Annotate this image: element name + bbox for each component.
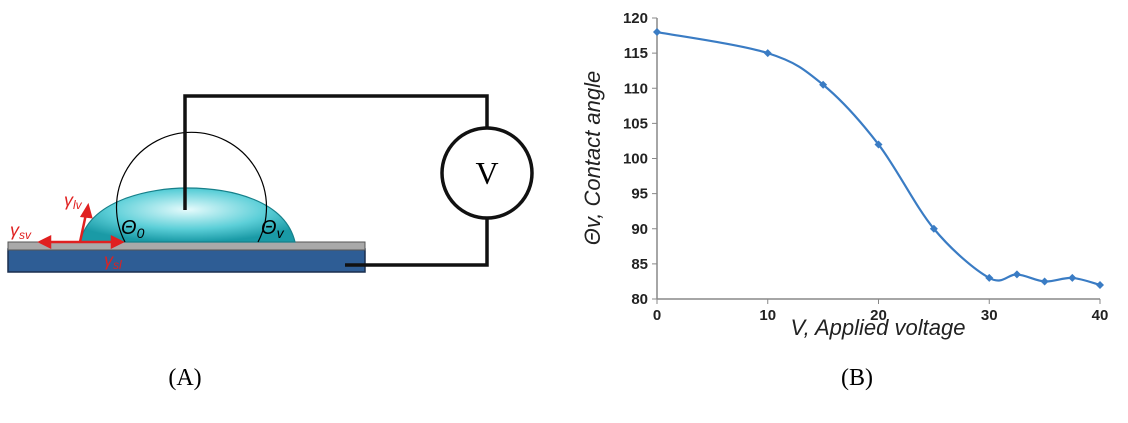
symbol: Θ	[261, 217, 277, 239]
x-tick-label: 30	[981, 307, 998, 324]
point	[763, 49, 772, 58]
x-tick-label: 10	[759, 307, 776, 324]
x-tick-label: 20	[870, 307, 887, 324]
x-tick-label: 40	[1092, 307, 1109, 324]
point	[653, 28, 661, 37]
voltmeter	[440, 126, 534, 220]
point	[985, 273, 994, 282]
y-tick-label: 95	[631, 186, 648, 203]
y-tick-label: 85	[631, 256, 648, 273]
gamma-sl: γsl	[104, 250, 122, 272]
thetav: Θv	[261, 217, 285, 241]
theta0: Θ0	[121, 217, 145, 241]
diagram: V Θ0 Θv γlv γsv γsl	[7, 94, 534, 273]
symbol: γ	[10, 220, 20, 240]
y-tick-label: 120	[623, 10, 648, 27]
gamma-lv: γlv	[64, 190, 83, 212]
droplet	[79, 187, 296, 243]
symbol: γ	[64, 190, 74, 210]
caption: (B)	[841, 365, 873, 391]
subscript: sv	[19, 228, 32, 242]
force-arrows	[37, 202, 125, 250]
y-tick-label: 90	[631, 221, 648, 238]
gamma-sv: γsv	[10, 220, 32, 242]
y-tick-label: 100	[623, 151, 648, 168]
y-tick-label: 115	[624, 45, 648, 62]
y-tick-label: 105	[623, 115, 648, 132]
contact-circle	[115, 131, 268, 243]
subscript: sl	[113, 258, 122, 272]
caption: (A)	[168, 365, 201, 391]
subscript: v	[277, 225, 285, 241]
symbol: Θ	[121, 217, 137, 239]
point	[1068, 273, 1077, 282]
y-tick-label: 110	[624, 80, 648, 97]
x-tick-label: 0	[653, 307, 661, 324]
wire	[183, 94, 489, 210]
x-axis-label: V, Applied voltage	[791, 315, 966, 340]
substrate	[7, 248, 366, 273]
voltmeter-label: V	[475, 155, 498, 191]
y-axis-label: Θv, Contact angle	[580, 71, 605, 245]
point	[1012, 270, 1021, 279]
wire	[345, 218, 489, 267]
point	[819, 80, 828, 89]
point	[1040, 277, 1049, 286]
point	[874, 140, 883, 149]
line	[656, 30, 1101, 287]
subscript: 0	[137, 225, 145, 241]
y-tick-label: 80	[631, 291, 648, 308]
symbol: γ	[104, 250, 114, 270]
subscript: lv	[73, 198, 83, 212]
point	[1096, 280, 1104, 289]
chart: V, Applied voltage Θv, Contact angle 80 8…	[580, 10, 1108, 340]
point	[929, 224, 938, 233]
